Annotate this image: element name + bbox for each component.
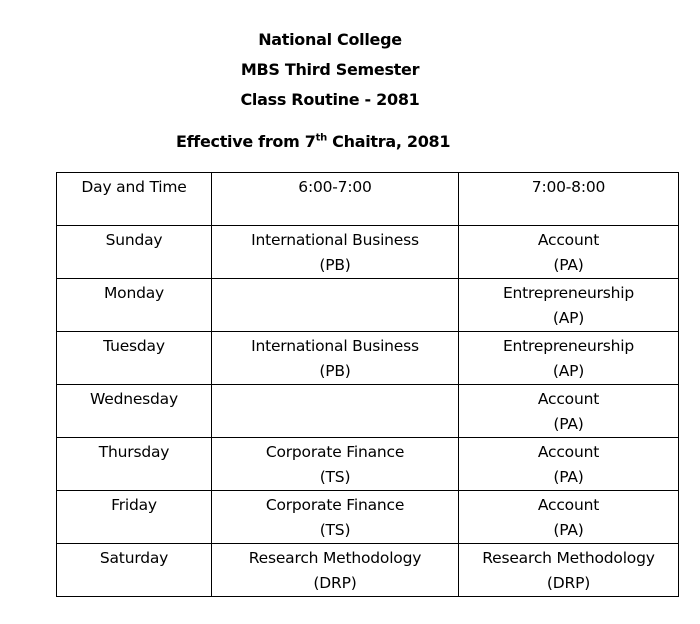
class-cell: Corporate Finance (TS) xyxy=(211,437,459,491)
subject: Research Methodology xyxy=(248,549,422,567)
day-cell: Friday xyxy=(56,490,212,544)
class-cell: International Business (PB) xyxy=(211,331,459,385)
subject: Account xyxy=(537,496,600,514)
routine-table: Day and Time 6:00-7:00 7:00-8:00 Sunday I… xyxy=(56,172,679,597)
effective-date: Effective from 7th Chaitra, 2081 xyxy=(176,132,451,151)
subject: Corporate Finance xyxy=(265,496,405,514)
day-label: Friday xyxy=(111,496,157,514)
day-label: Sunday xyxy=(105,231,163,249)
class-cell: Entrepreneurship (AP) xyxy=(458,331,679,385)
class-cell: Research Methodology (DRP) xyxy=(458,543,679,597)
effective-prefix: Effective from 7 xyxy=(176,132,316,151)
subject: Account xyxy=(537,390,600,408)
table-row: Sunday International Business (PB) Account (… xyxy=(56,225,679,279)
teacher: (AP) xyxy=(552,309,585,327)
class-cell: Account (PA) xyxy=(458,490,679,544)
class-cell xyxy=(211,384,459,438)
teacher: (PA) xyxy=(553,415,584,433)
teacher: (AP) xyxy=(552,362,585,380)
subject: Account xyxy=(537,443,600,461)
subject: International Business xyxy=(251,337,419,355)
college-name: National College xyxy=(258,30,402,49)
day-label: Monday xyxy=(104,284,164,302)
teacher: (PA) xyxy=(553,521,584,539)
column-header: Day and Time xyxy=(56,172,212,226)
effective-suffix: Chaitra, 2081 xyxy=(326,132,451,151)
teacher: (PA) xyxy=(553,468,584,486)
subject: Entrepreneurship xyxy=(502,337,635,355)
class-cell: International Business (PB) xyxy=(211,225,459,279)
day-cell: Wednesday xyxy=(56,384,212,438)
table-row: Wednesday Account (PA) xyxy=(56,384,679,438)
effective-sup: th xyxy=(315,132,328,144)
program-title: MBS Third Semester xyxy=(240,60,420,79)
day-cell: Sunday xyxy=(56,225,212,279)
table-row: Friday Corporate Finance (TS) Account (PA) xyxy=(56,490,679,544)
table-header-row: Day and Time 6:00-7:00 7:00-8:00 xyxy=(56,172,679,226)
day-cell: Thursday xyxy=(56,437,212,491)
subject: International Business xyxy=(251,231,419,249)
teacher: (PA) xyxy=(553,256,584,274)
table-row: Thursday Corporate Finance (TS) Account (PA) xyxy=(56,437,679,491)
day-cell: Tuesday xyxy=(56,331,212,385)
teacher: (DRP) xyxy=(313,574,357,592)
table-row: Monday Entrepreneurship (AP) xyxy=(56,278,679,332)
day-cell: Saturday xyxy=(56,543,212,597)
class-cell: Corporate Finance (TS) xyxy=(211,490,459,544)
class-cell: Research Methodology (DRP) xyxy=(211,543,459,597)
routine-title: Class Routine - 2081 xyxy=(240,90,420,109)
subject: Corporate Finance xyxy=(265,443,405,461)
teacher: (DRP) xyxy=(546,574,591,592)
class-cell: Account (PA) xyxy=(458,437,679,491)
class-cell: Account (PA) xyxy=(458,225,679,279)
class-cell: Entrepreneurship (AP) xyxy=(458,278,679,332)
table-row: Tuesday International Business (PB) Entrepr… xyxy=(56,331,679,385)
class-cell: Account (PA) xyxy=(458,384,679,438)
day-label: Saturday xyxy=(99,549,169,567)
day-label: Thursday xyxy=(98,443,170,461)
subject: Entrepreneurship xyxy=(502,284,635,302)
teacher: (TS) xyxy=(319,468,351,486)
day-cell: Monday xyxy=(56,278,212,332)
teacher: (PB) xyxy=(319,256,351,274)
subject: Account xyxy=(537,231,600,249)
column-header: 6:00-7:00 xyxy=(211,172,459,226)
teacher: (PB) xyxy=(319,362,351,380)
subject: Research Methodology xyxy=(482,549,655,567)
class-cell xyxy=(211,278,459,332)
teacher: (TS) xyxy=(319,521,351,539)
table-row: Saturday Research Methodology (DRP) Researc… xyxy=(56,543,679,597)
day-label: Tuesday xyxy=(103,337,165,355)
column-header: 7:00-8:00 xyxy=(458,172,679,226)
day-label: Wednesday xyxy=(90,390,178,408)
